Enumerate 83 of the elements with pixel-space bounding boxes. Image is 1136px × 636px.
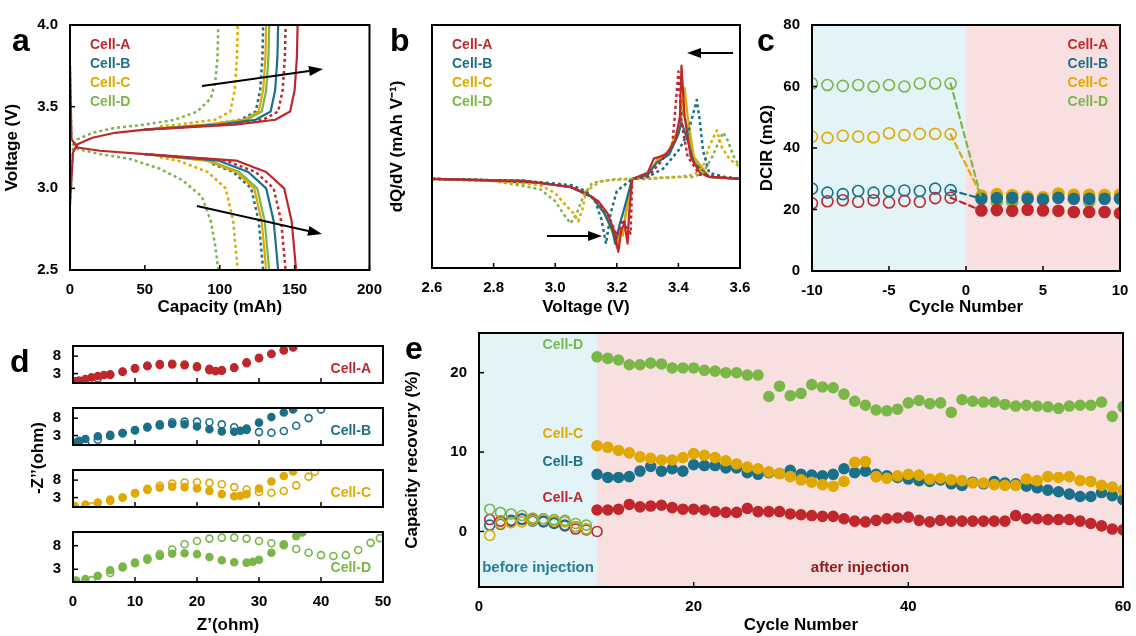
y-tick-label: 60 (783, 76, 800, 94)
y-tick-label: 3.5 (37, 96, 58, 114)
text: Cell-D (452, 92, 493, 109)
x-axis-title: Voltage (V) (542, 297, 630, 317)
x-axis-title: Capacity (mAh) (157, 297, 283, 317)
y-tick-label: 8 (52, 346, 61, 364)
series-label: Cell-D (90, 92, 131, 109)
x-tick-label: 3.0 (544, 278, 566, 296)
y-tick-label: 3 (52, 559, 61, 577)
y-tick-label: 0 (458, 521, 467, 539)
x-tick-label: -10 (801, 281, 823, 299)
chart-title: a (12, 22, 30, 58)
y-tick-label: 3.0 (37, 178, 58, 196)
band-label: after injection (810, 558, 910, 576)
x-tick-label: 5 (1038, 281, 1048, 299)
text: Cell-B (1067, 54, 1108, 71)
x-tick-label: 20 (188, 592, 206, 610)
x-tick-label: 200 (356, 280, 382, 298)
x-tick-label: -5 (882, 281, 896, 299)
text: Cell-A (90, 35, 131, 52)
band-label: before injection (482, 558, 594, 576)
x-tick-label: 40 (899, 597, 917, 615)
chart-title: d (10, 343, 30, 379)
text: Cell-C (330, 483, 371, 500)
text: Cell-B (90, 54, 131, 71)
text: Cell-B (452, 54, 493, 71)
y-tick-label: 40 (783, 138, 800, 156)
x-tick-label: 2.6 (421, 278, 443, 296)
y-tick-label: 8 (52, 470, 61, 488)
x-tick-label: 3.4 (667, 278, 690, 296)
series-label: Cell-D (542, 335, 584, 352)
y-tick-label: 20 (450, 362, 467, 380)
y-tick-label: 10 (450, 442, 467, 460)
x-tick-label: 60 (1114, 597, 1132, 615)
text: Cell-C (452, 73, 493, 90)
x-axis-title: Cycle Number (908, 297, 1024, 317)
y-tick-label: 0 (791, 261, 800, 279)
x-tick-label: 100 (207, 280, 233, 298)
chart-title: c (757, 22, 775, 58)
y-axis-title: DCIR (mΩ) (756, 104, 776, 192)
series-label: Cell-C (542, 424, 584, 441)
text: Cell-D (1067, 92, 1108, 109)
y-tick-label: 8 (52, 408, 61, 426)
y-tick-label: 8 (52, 535, 61, 553)
text: Cell-A (330, 359, 371, 376)
text: Cell-A (1067, 35, 1108, 52)
x-tick-label: 3.6 (729, 278, 751, 296)
y-axis-title: -Z’’(ohm) (28, 421, 48, 495)
text: Cell-A (452, 35, 493, 52)
x-tick-label: 0 (65, 280, 75, 298)
y-tick-label: 20 (783, 199, 800, 217)
x-tick-label: 0 (68, 592, 78, 610)
y-tick-label: 3 (52, 487, 61, 505)
x-tick-label: 30 (250, 592, 268, 610)
y-axis-title: Capacity recovery (%) (401, 371, 421, 549)
x-tick-label: 20 (685, 597, 703, 615)
series-label: Cell-A (542, 488, 584, 505)
x-tick-label: 2.8 (483, 278, 505, 296)
x-tick-label: 150 (282, 280, 308, 298)
y-axis-title: Voltage (V) (1, 103, 21, 192)
text: Cell-C (90, 73, 131, 90)
x-tick-label: 0 (474, 597, 484, 615)
x-tick-label: 40 (312, 592, 330, 610)
x-tick-label: 10 (1111, 281, 1129, 299)
x-axis-title: Cycle Number (743, 615, 859, 635)
x-axis-title: Z’(ohm) (196, 615, 260, 635)
series-label: Cell-B (542, 453, 584, 470)
x-tick-label: 3.2 (606, 278, 628, 296)
text: Cell-B (330, 421, 371, 438)
text: Cell-D (330, 558, 371, 575)
x-tick-label: 0 (961, 281, 971, 299)
text: Cell-C (1067, 73, 1108, 90)
y-tick-label: 3 (52, 363, 61, 381)
y-axis-title: dQ/dV (mAh V⁻¹) (386, 80, 406, 213)
y-tick-label: 80 (783, 15, 800, 33)
chart-title: e (405, 330, 423, 366)
x-tick-label: 10 (126, 592, 144, 610)
chart-title: b (390, 22, 410, 58)
x-tick-label: 50 (136, 280, 154, 298)
x-tick-label: 50 (374, 592, 392, 610)
y-tick-label: 4.0 (37, 15, 58, 33)
y-tick-label: 2.5 (37, 260, 58, 278)
y-tick-label: 3 (52, 425, 61, 443)
